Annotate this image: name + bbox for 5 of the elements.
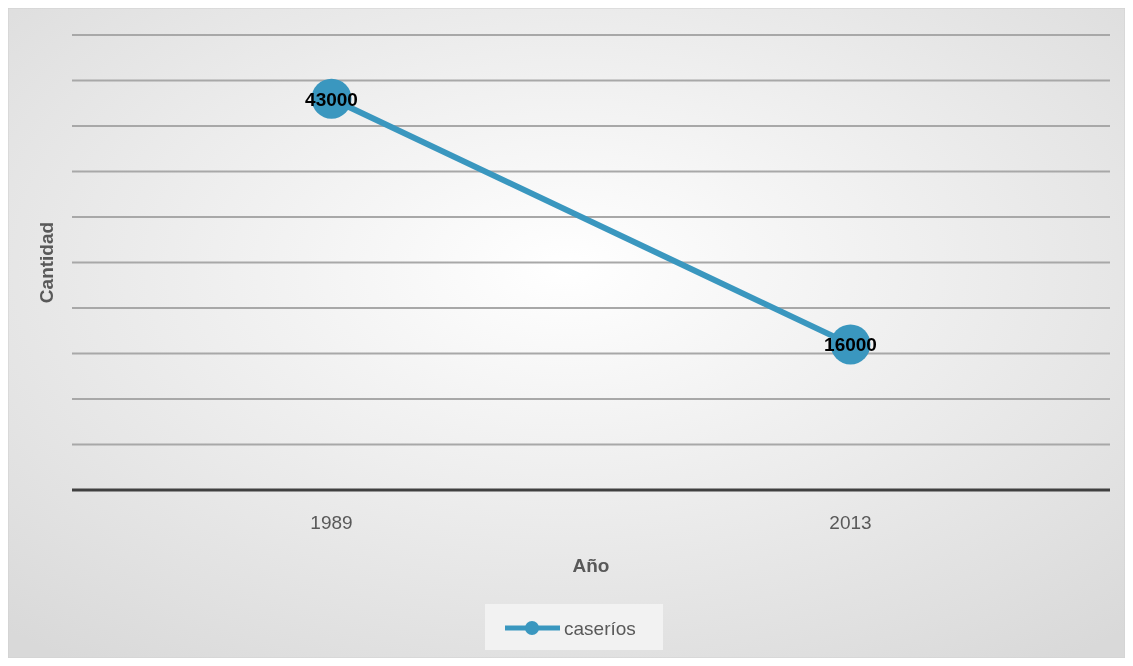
y-axis-title: Cantidad xyxy=(36,221,57,304)
x-axis-title: Año xyxy=(572,555,610,576)
x-tick-label: 2013 xyxy=(829,512,872,533)
legend-label: caseríos xyxy=(564,618,636,639)
x-tick-label: 1989 xyxy=(310,512,353,533)
